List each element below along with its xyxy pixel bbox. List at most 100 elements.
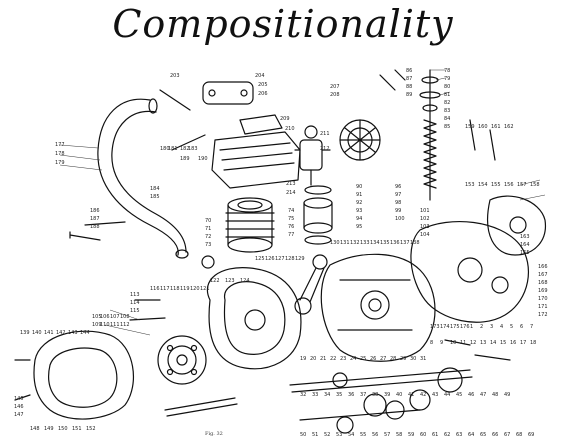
part-label: 61 xyxy=(432,432,438,438)
part-label: 118 xyxy=(170,286,180,292)
part-label: 78 xyxy=(444,68,450,74)
part-label: 22 xyxy=(330,356,336,362)
part-label: 83 xyxy=(444,108,450,114)
part-label: 42 xyxy=(420,392,426,398)
part-label: 53 xyxy=(336,432,342,438)
part-label: 184 xyxy=(150,186,160,192)
part-label: 178 xyxy=(55,151,65,157)
part-label: 26 xyxy=(370,356,376,362)
part-label: 15 xyxy=(500,340,506,346)
part-label: 43 xyxy=(432,392,438,398)
part-label: 97 xyxy=(395,192,401,198)
valves-and-bolts xyxy=(14,69,511,401)
cylinder-barrel xyxy=(225,197,275,253)
part-label: 209 xyxy=(280,116,290,122)
part-label: 106 xyxy=(100,314,110,320)
part-label: 171 xyxy=(538,304,548,310)
part-label: 5 xyxy=(510,324,513,330)
part-label: 170 xyxy=(538,296,548,302)
part-label: 145 xyxy=(14,396,24,402)
part-label: 7 xyxy=(530,324,533,330)
spring-column xyxy=(419,69,441,201)
part-label: 94 xyxy=(356,216,362,222)
part-label: 176 xyxy=(460,324,470,330)
part-label: 12 xyxy=(470,340,476,346)
part-label: 159 xyxy=(465,124,475,130)
part-label: 168 xyxy=(538,280,548,286)
part-label: 33 xyxy=(312,392,318,398)
part-label: 68 xyxy=(516,432,522,438)
part-label: 14 xyxy=(490,340,496,346)
part-label: 157 xyxy=(517,182,527,188)
gearbox-cover xyxy=(410,220,529,323)
part-label: 160 xyxy=(478,124,488,130)
part-label: 164 xyxy=(520,242,530,248)
part-label: 103 xyxy=(420,224,430,230)
part-label: 13 xyxy=(480,340,486,346)
part-label: 132 xyxy=(350,240,360,246)
part-label: 190 xyxy=(198,156,208,162)
part-label: 8 xyxy=(430,340,433,346)
part-label: 98 xyxy=(395,200,401,206)
part-label: 16 xyxy=(510,340,516,346)
part-label: 137 xyxy=(400,240,410,246)
part-label: 177 xyxy=(55,142,65,148)
part-label: 127 xyxy=(275,256,285,262)
part-label: 119 xyxy=(180,286,190,292)
part-label: 161 xyxy=(491,124,501,130)
part-label: 167 xyxy=(538,272,548,278)
part-label: 81 xyxy=(444,92,450,98)
part-label: 207 xyxy=(330,84,340,90)
part-label: 69 xyxy=(528,432,534,438)
part-label: 63 xyxy=(456,432,462,438)
part-label: 32 xyxy=(300,392,306,398)
crankcase-right xyxy=(320,253,436,362)
part-label: 100 xyxy=(395,216,405,222)
part-label: 57 xyxy=(384,432,390,438)
part-label: 175 xyxy=(450,324,460,330)
gear-shafts xyxy=(164,367,473,434)
part-label: 44 xyxy=(444,392,450,398)
part-label: 55 xyxy=(360,432,366,438)
part-label: 123 xyxy=(225,278,235,284)
part-label: 166 xyxy=(538,264,548,270)
part-label: 130 xyxy=(330,240,340,246)
part-label: 204 xyxy=(255,73,265,79)
part-label: 179 xyxy=(55,160,65,166)
part-label: 180 xyxy=(160,146,170,152)
part-label: 11 xyxy=(460,340,466,346)
part-label: 211 xyxy=(320,131,330,137)
part-label: 23 xyxy=(340,356,346,362)
part-label: 144 xyxy=(80,330,90,336)
part-label: 203 xyxy=(170,73,180,79)
part-label: 60 xyxy=(420,432,426,438)
part-label: 151 xyxy=(72,426,82,432)
part-label: 188 xyxy=(90,224,100,230)
part-label: 129 xyxy=(295,256,305,262)
cylinder-head xyxy=(202,81,301,189)
part-label: 135 xyxy=(380,240,390,246)
part-label: 71 xyxy=(205,226,211,232)
part-label: 115 xyxy=(130,308,140,314)
part-label: 208 xyxy=(330,92,340,98)
part-label: 213 xyxy=(286,181,296,187)
part-label: 117 xyxy=(160,286,170,292)
carburetor xyxy=(294,125,331,186)
part-label: 19 xyxy=(300,356,306,362)
part-label: 187 xyxy=(90,216,100,222)
part-label: 77 xyxy=(288,232,294,238)
part-label: 82 xyxy=(444,100,450,106)
part-label: 105 xyxy=(92,314,102,320)
part-label: 66 xyxy=(492,432,498,438)
part-label: 51 xyxy=(312,432,318,438)
part-label: 101 xyxy=(420,208,430,214)
part-label: 173 xyxy=(430,324,440,330)
part-label: 37 xyxy=(360,392,366,398)
part-label: 30 xyxy=(410,356,416,362)
part-label: 40 xyxy=(396,392,402,398)
part-label: 92 xyxy=(356,200,362,206)
part-label: 214 xyxy=(286,190,296,196)
part-label: 108 xyxy=(120,314,130,320)
part-label: 50 xyxy=(300,432,306,438)
